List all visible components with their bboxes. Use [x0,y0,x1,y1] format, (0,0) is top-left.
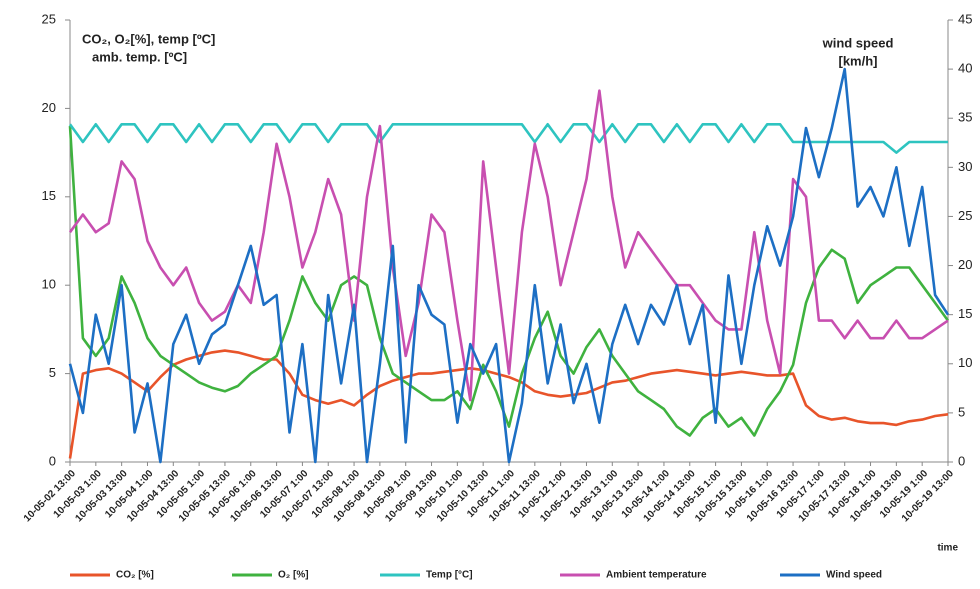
legend-label: O₂ [%] [278,570,309,581]
left-axis-label: amb. temp. [ºC] [92,49,187,64]
y-tick-label: 10 [42,277,56,292]
series-line [68,89,949,402]
y2-tick-label: 30 [958,159,972,174]
y2-tick-label: 0 [958,453,965,468]
y2-tick-label: 5 [958,404,965,419]
y2-tick-label: 40 [958,61,972,76]
series-line [68,349,949,459]
left-axis-label: CO₂, O₂[%], temp [ºC] [82,31,215,46]
y-tick-label: 25 [42,11,56,26]
legend-label: Temp [°C] [426,570,473,581]
y-tick-label: 0 [49,453,56,468]
series-line [68,67,950,464]
y2-tick-label: 35 [958,110,972,125]
y2-tick-label: 25 [958,208,972,223]
x-axis-label: time [937,543,958,554]
series-line [68,123,948,154]
legend-label: Ambient temperature [606,570,707,581]
legend-label: CO₂ [%] [116,570,154,581]
right-axis-label: wind speed [822,35,894,50]
y-tick-label: 15 [42,188,56,203]
series-line [68,126,950,437]
y-tick-label: 20 [42,100,56,115]
y2-tick-label: 15 [958,306,972,321]
y2-tick-label: 20 [958,257,972,272]
y-tick-label: 5 [49,365,56,380]
legend-label: Wind speed [826,570,882,581]
y2-tick-label: 10 [958,355,972,370]
y2-tick-label: 45 [958,11,972,26]
right-axis-label: [km/h] [839,53,878,68]
